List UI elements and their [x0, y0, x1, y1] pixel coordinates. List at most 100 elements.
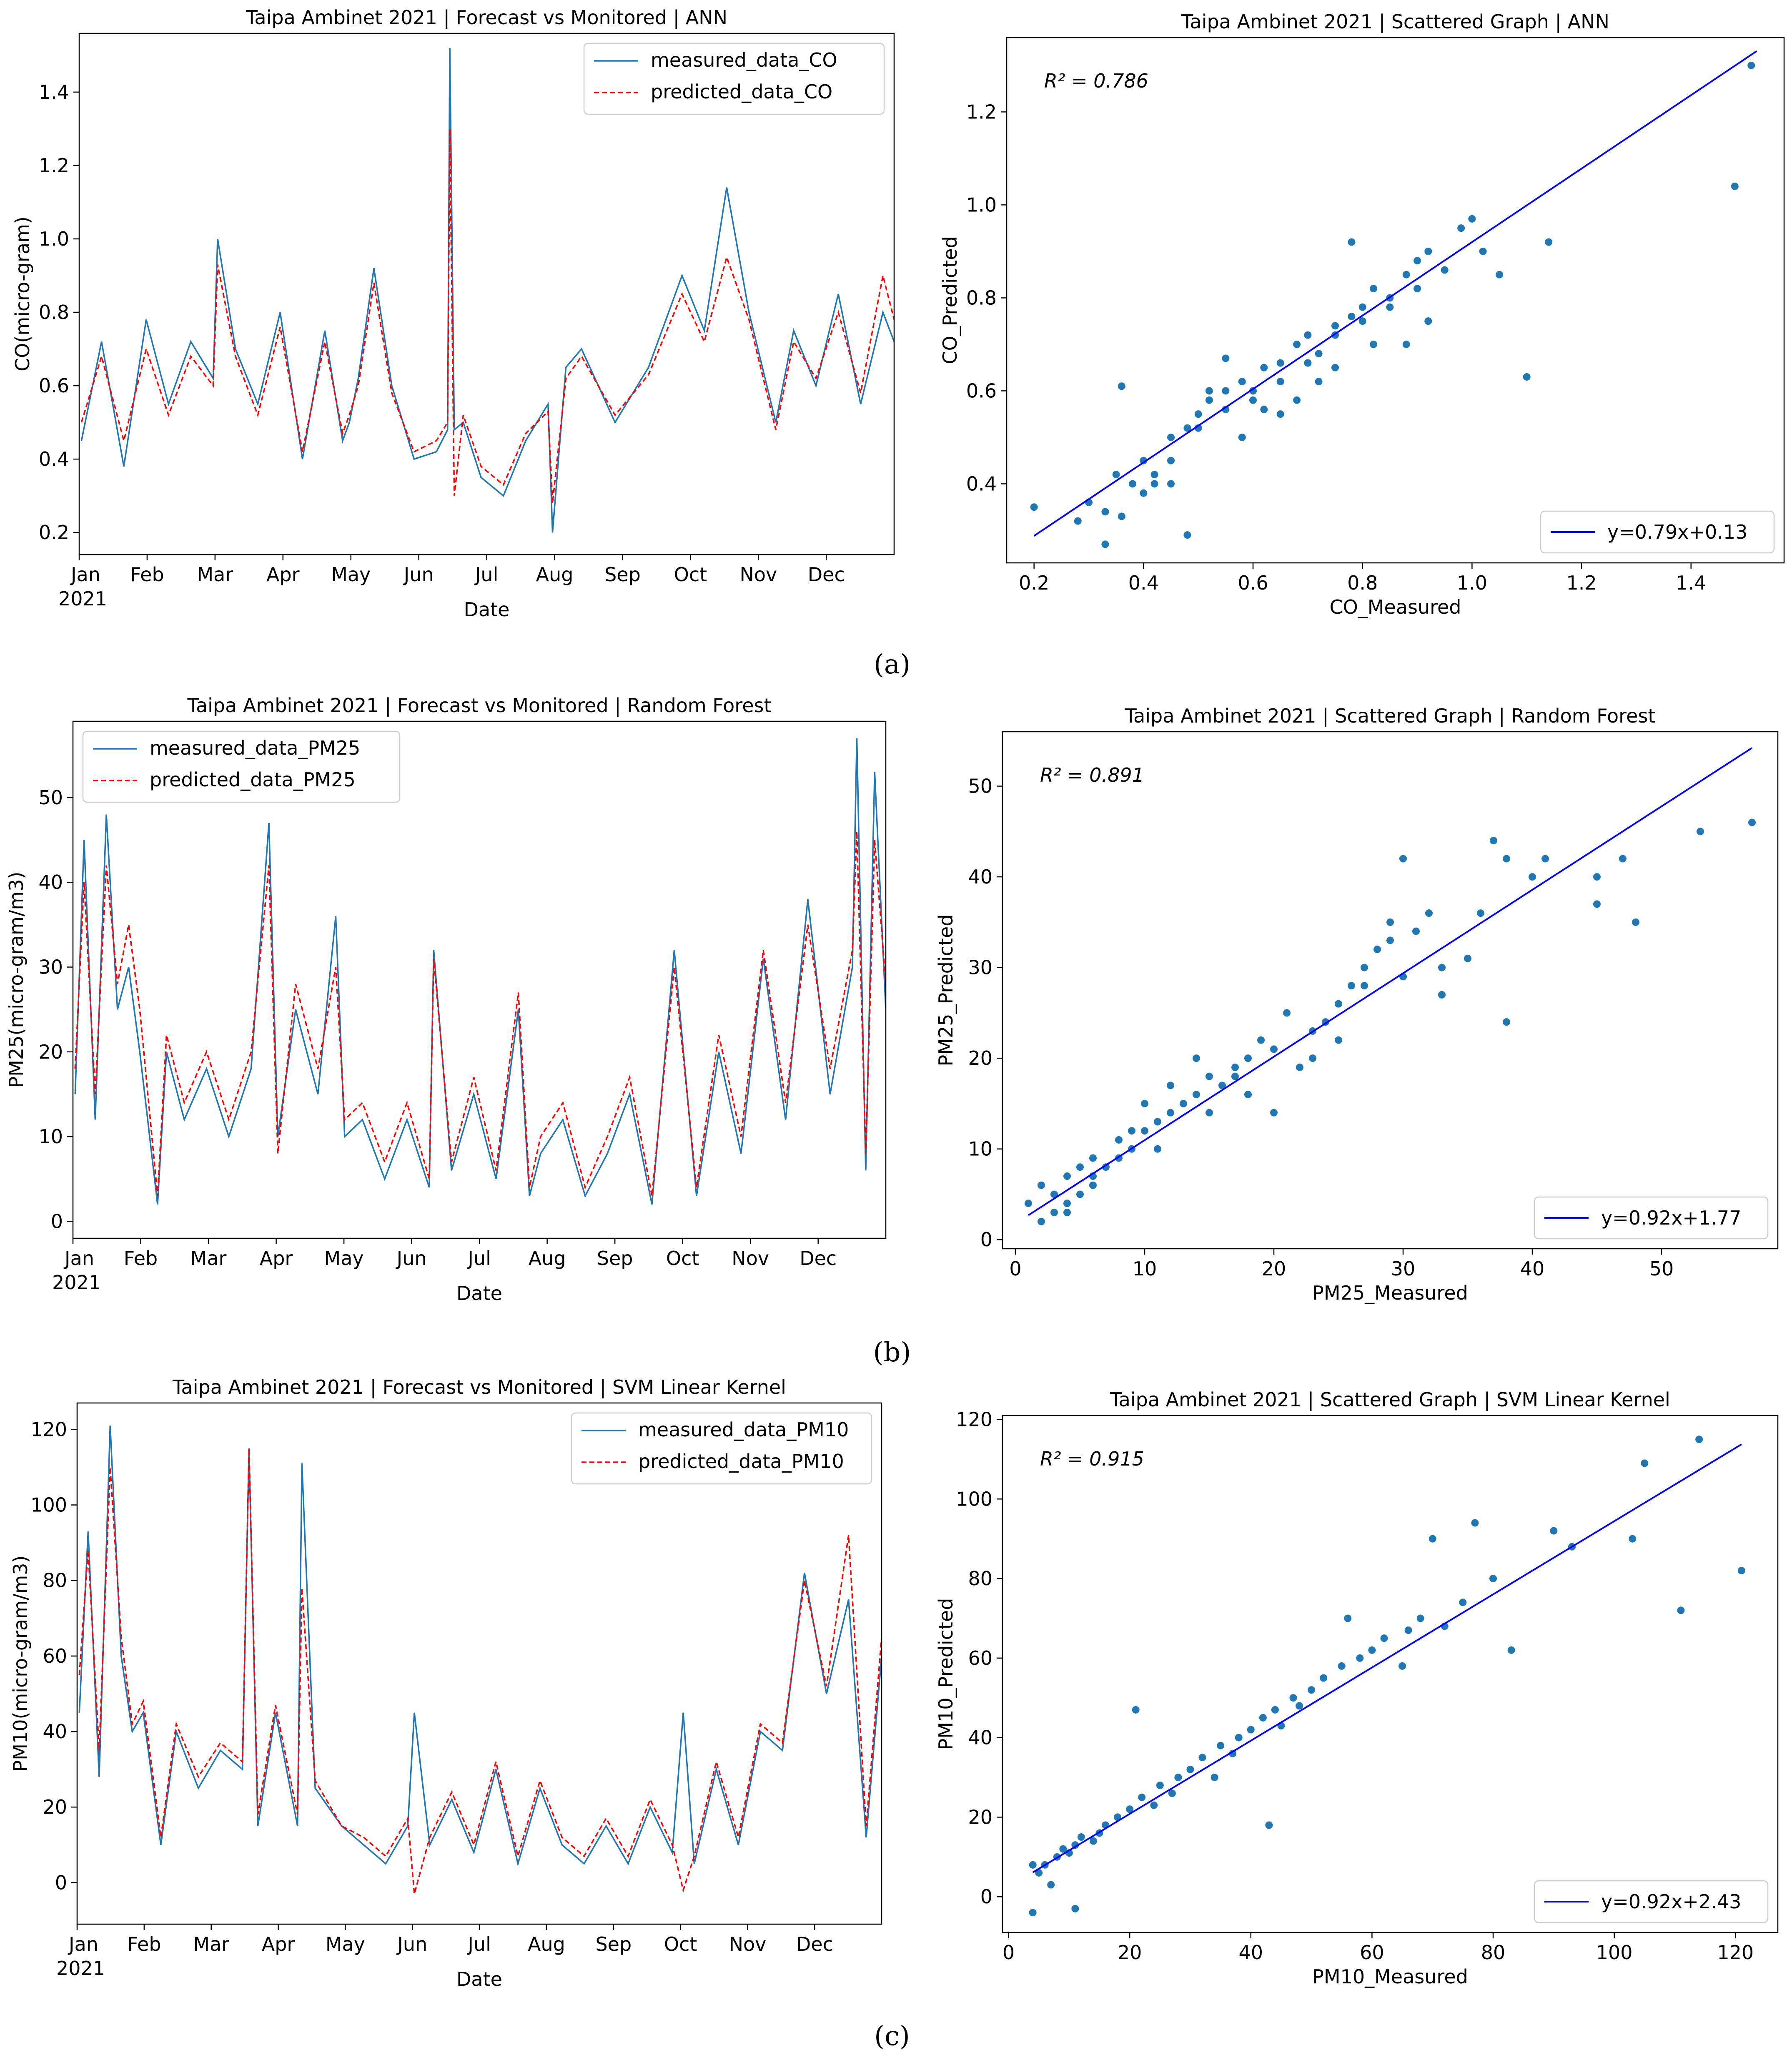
scatter-point — [1641, 1459, 1649, 1467]
chart-b-sc: Taipa Ambinet 2021 | Scattered Graph | R… — [935, 705, 1779, 1304]
scatter-point — [1695, 1436, 1703, 1443]
y-tick-label: 80 — [43, 1569, 67, 1592]
r2-annotation: R² = 0.915 — [1040, 1448, 1144, 1470]
scatter-point — [1464, 954, 1471, 962]
x-tick-label: Oct — [664, 1933, 697, 1955]
scatter-point — [1047, 1881, 1055, 1889]
legend-label: measured_data_PM10 — [638, 1418, 849, 1441]
scatter-point — [1737, 1567, 1745, 1574]
legend-box — [82, 730, 401, 803]
scatter-point — [1154, 1145, 1161, 1153]
scatter-point — [1697, 828, 1704, 836]
x-tick-label: Mar — [190, 1247, 227, 1270]
x-tick-label: Aug — [528, 1933, 565, 1955]
scatter-point — [1193, 1054, 1200, 1062]
scatter-point — [1471, 1519, 1479, 1527]
chart-a-ts: Taipa Ambinet 2021 | Forecast vs Monitor… — [11, 6, 895, 621]
scatter-point — [1194, 410, 1202, 418]
x-tick-label: 0 — [1009, 1257, 1021, 1280]
legend-label: measured_data_PM25 — [150, 737, 360, 759]
x-tick-label: Nov — [732, 1247, 769, 1270]
x-axis-label: CO_Measured — [1329, 596, 1461, 618]
series-line-predicted_data_PM10 — [78, 1448, 882, 1894]
scatter-point — [1289, 1694, 1297, 1702]
scatter-point — [1358, 317, 1366, 325]
scatter-point — [1238, 378, 1246, 386]
scatter-point — [1459, 1599, 1467, 1606]
x-tick-label: 40 — [1520, 1257, 1545, 1280]
y-tick-label: 0 — [980, 1228, 992, 1251]
scatter-point — [1115, 1136, 1123, 1144]
scatter-point — [1101, 508, 1109, 516]
y-axis-label: CO(micro-gram) — [11, 216, 34, 371]
caption-a: (a) — [874, 649, 910, 680]
scatter-point — [1380, 1634, 1388, 1642]
y-tick-label: 50 — [968, 775, 992, 798]
scatter-point — [1414, 285, 1421, 293]
x-tick-label: 20 — [1262, 1257, 1286, 1280]
scatter-point — [1206, 1072, 1213, 1080]
y-tick-label: 30 — [38, 956, 63, 979]
scatter-point — [1619, 855, 1627, 863]
x-tick-label: Sep — [604, 563, 641, 586]
x-tick-label: Mar — [193, 1933, 229, 1955]
plot-frame — [76, 1402, 882, 1925]
scatter-point — [1231, 1063, 1239, 1071]
scatter-point — [1386, 936, 1394, 944]
x-tick-label: May — [326, 1933, 365, 1955]
scatter-point — [1089, 1154, 1097, 1162]
scatter-point — [1167, 1082, 1174, 1089]
scatter-point — [1071, 1841, 1079, 1849]
caption-b: (b) — [873, 1337, 911, 1368]
x-tick-label: Jun — [403, 563, 434, 586]
legend: measured_data_PM10 predicted_data_PM10 — [571, 1412, 872, 1485]
scatter-point — [1141, 1127, 1148, 1135]
y-tick-label: 1.2 — [39, 154, 69, 177]
x-tick-label: Mar — [197, 563, 233, 586]
scatter-point — [1167, 433, 1175, 441]
legend-label: predicted_data_PM10 — [638, 1450, 844, 1473]
x-tick-label: Dec — [800, 1247, 837, 1270]
scatter-point — [1217, 1742, 1225, 1749]
scatter-point — [1593, 900, 1601, 908]
scatter-point — [1222, 406, 1230, 414]
scatter-point — [1315, 350, 1323, 358]
scatter-point — [1029, 1909, 1037, 1917]
x-tick-label: Jun — [396, 1933, 427, 1955]
scatter-point — [1296, 1702, 1303, 1710]
scatter-point — [1402, 271, 1410, 279]
scatter-point — [1118, 382, 1125, 390]
series-line-predicted_data_PM25 — [74, 831, 886, 1196]
scatter-point — [1231, 1072, 1239, 1080]
legend-label: predicted_data_CO — [651, 80, 832, 103]
scatter-point — [1457, 224, 1465, 232]
x-tick-label: Feb — [130, 563, 164, 586]
scatter-point — [1126, 1805, 1134, 1813]
chart-title: Taipa Ambinet 2021 | Forecast vs Monitor… — [172, 1376, 786, 1399]
y-tick-label: 0 — [980, 1885, 992, 1908]
scatter-point — [1550, 1527, 1558, 1535]
x-tick-label: Jan — [70, 563, 100, 586]
fit-line — [1028, 747, 1753, 1216]
scatter-point — [1331, 364, 1339, 371]
scatter-point — [1265, 1821, 1273, 1829]
x-axis-label: Date — [456, 1968, 502, 1990]
scatter-point — [1308, 1686, 1316, 1694]
scatter-point — [1748, 818, 1756, 826]
x-axis-label: Date — [464, 598, 510, 621]
scatter-point — [1025, 1200, 1032, 1207]
x-tick-label: 1.0 — [1457, 572, 1487, 594]
x-tick-label: Feb — [124, 1247, 158, 1270]
plot-frame — [78, 33, 895, 555]
scatter-point — [1102, 1163, 1110, 1171]
scatter-point — [1140, 457, 1148, 464]
scatter-point — [1424, 247, 1432, 255]
scatter-point — [1677, 1606, 1685, 1614]
x-axis-label: PM10_Measured — [1312, 1965, 1468, 1988]
scatter-point — [1304, 359, 1312, 367]
scatter-point — [1304, 331, 1312, 339]
x-tick-label: 80 — [1481, 1941, 1506, 1964]
scatter-point — [1368, 1646, 1376, 1654]
scatter-point — [1503, 855, 1510, 863]
